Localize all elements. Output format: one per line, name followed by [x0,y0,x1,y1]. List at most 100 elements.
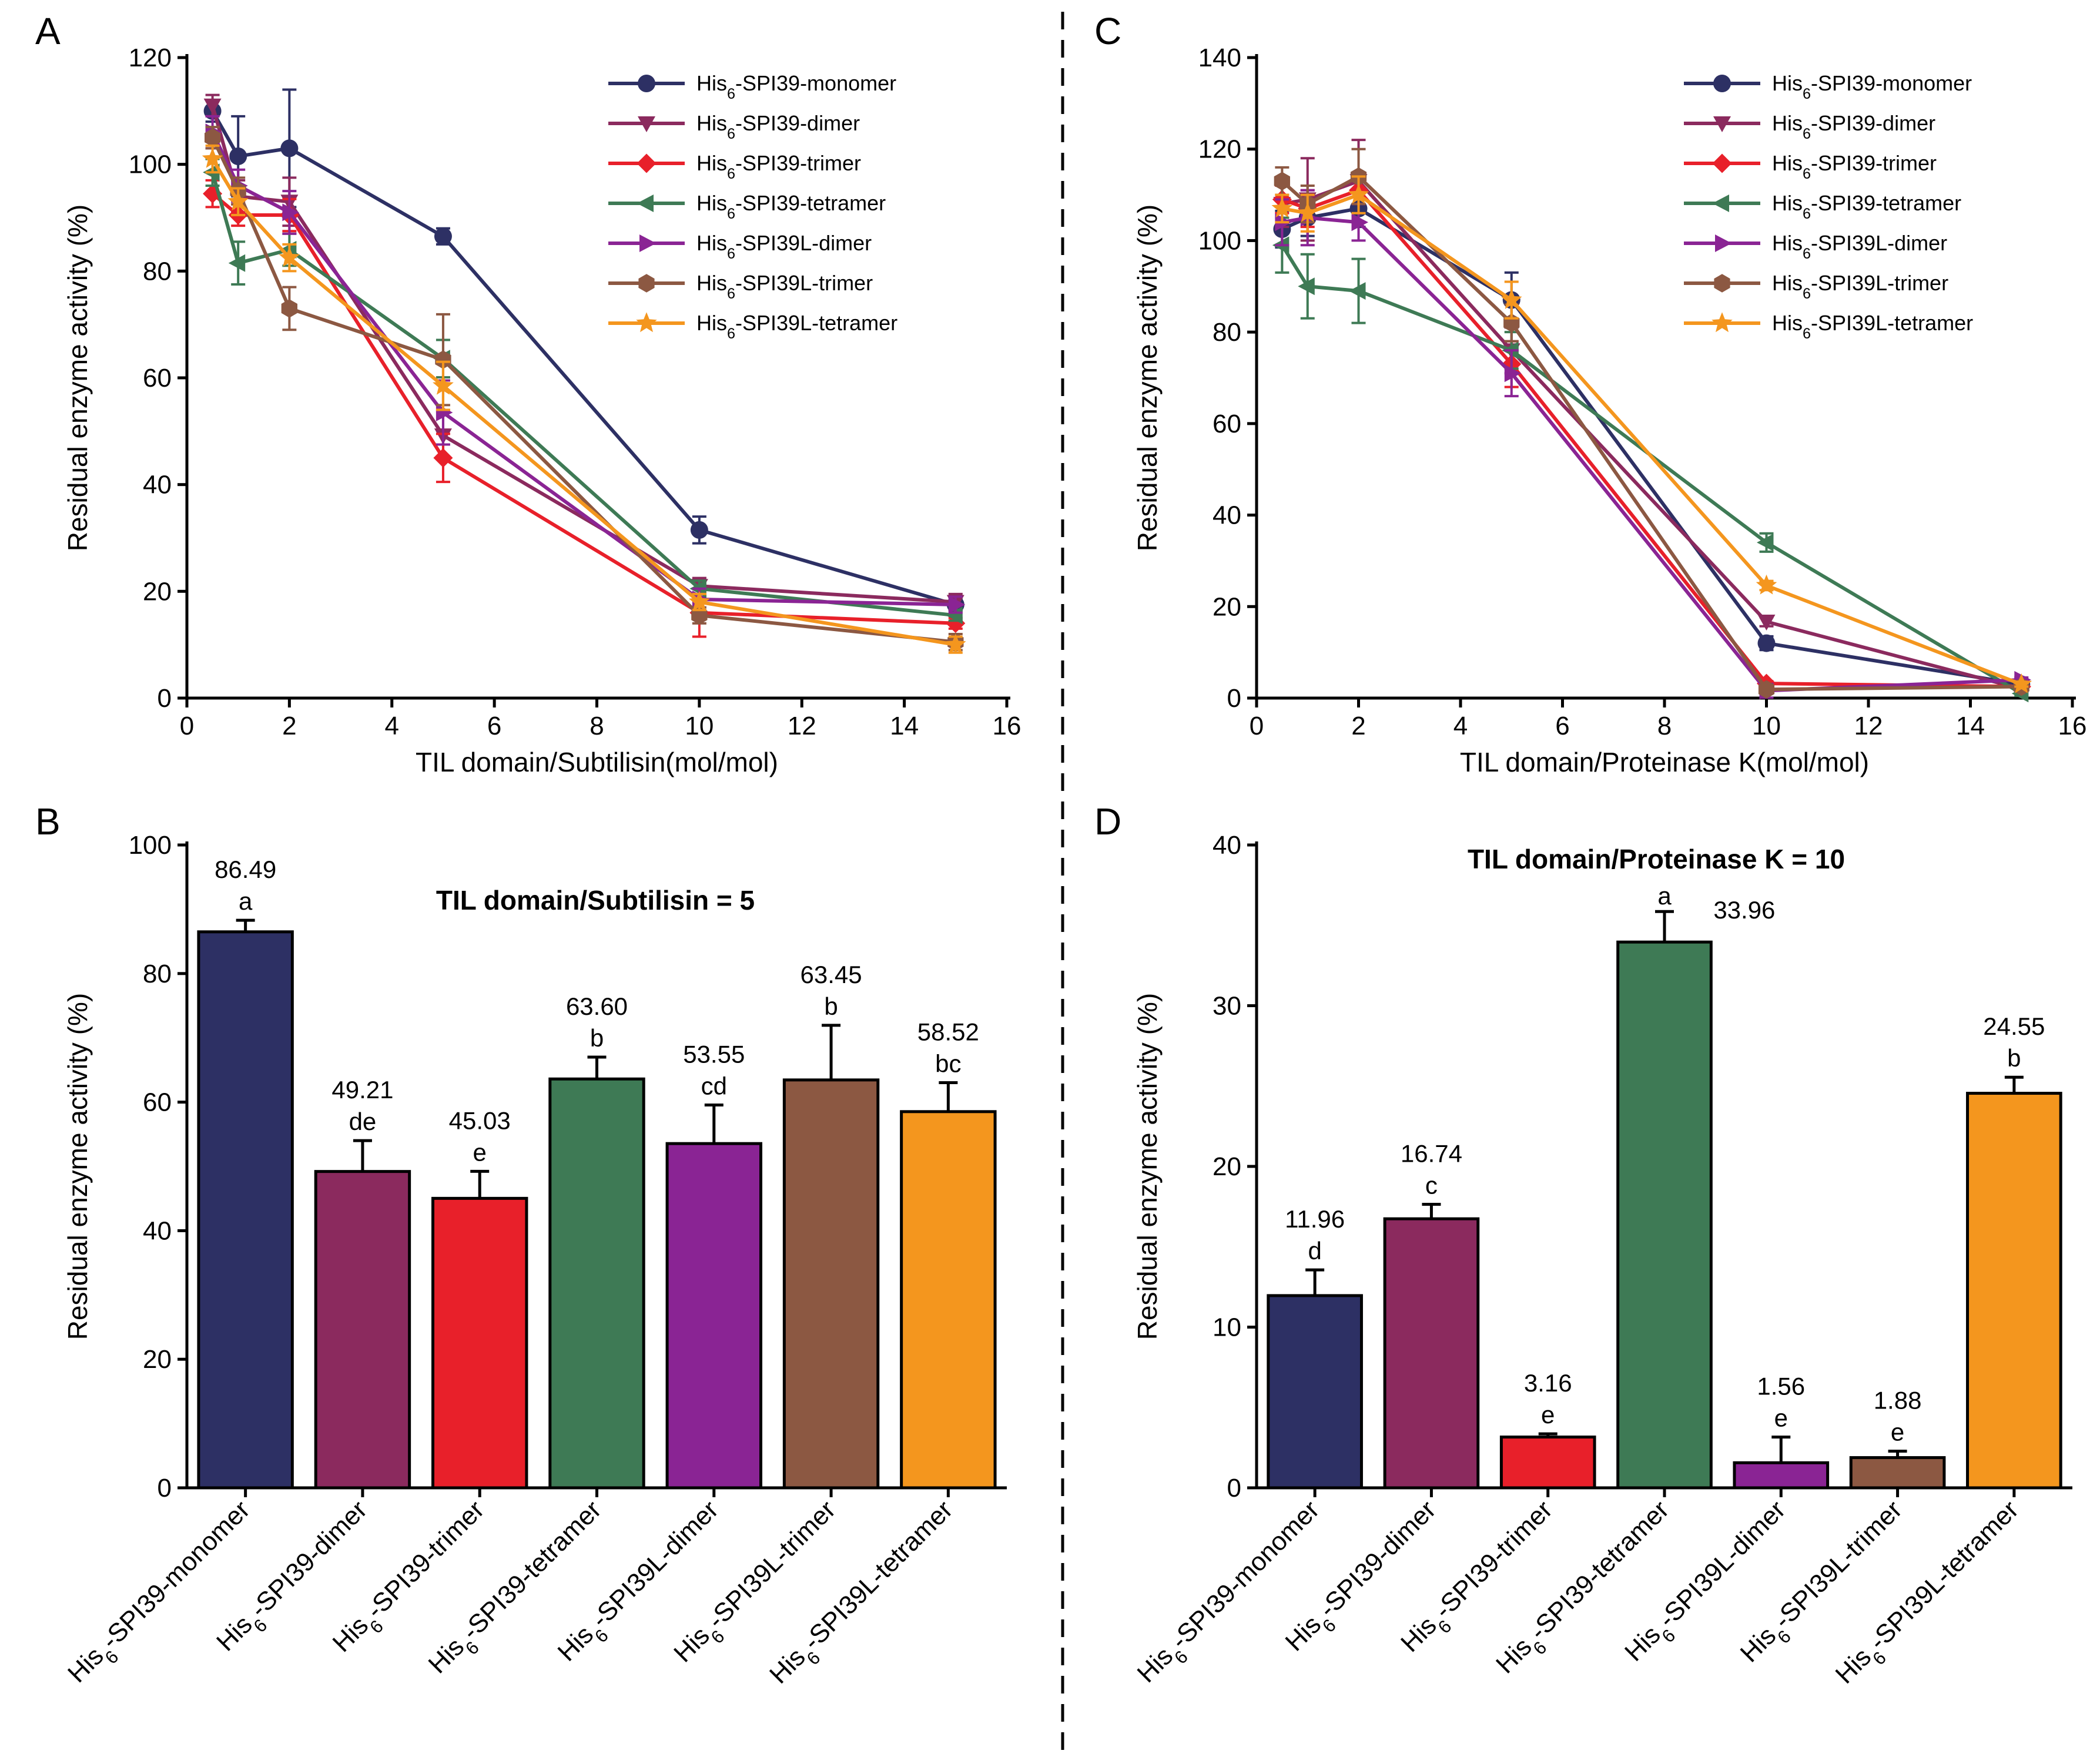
legend-marker [1714,274,1730,293]
legend-marker [1712,153,1732,173]
x-tick-label: 16 [2058,712,2087,740]
y-tick-label: 40 [1213,501,1241,530]
y-tick-label: 0 [1227,1474,1241,1503]
y-tick-label: 40 [143,1216,172,1245]
y-tick-label: 60 [143,364,172,393]
data-point [690,521,708,539]
data-point [228,254,246,272]
chart-title: TIL domain/Proteinase K = 10 [1468,844,1845,874]
bar [1849,1456,1946,1490]
y-tick-label: 20 [143,577,172,606]
series-label: His6-SPI39L-dimer [696,231,872,262]
bar [900,1110,997,1490]
data-point [1349,282,1366,300]
x-tick-label: 10 [1752,712,1781,740]
bar [1267,1294,1363,1490]
legend-marker [638,116,655,132]
legend-marker [1712,194,1729,212]
value-label: 1.88 [1874,1387,1922,1414]
y-tick-label: 80 [143,257,172,286]
series-line [1281,193,2022,686]
legend-marker [636,312,657,333]
data-point [433,448,453,468]
significance-letter: b [590,1024,604,1052]
bar [1499,1436,1596,1490]
x-tick-label: 16 [993,712,1021,740]
series-label: His6-SPI39-trimer [696,151,861,182]
significance-letter: b [2007,1044,2021,1072]
y-tick-label: 80 [1213,318,1241,347]
legend-marker [1712,312,1733,333]
data-point [435,350,451,369]
value-label: 53.55 [683,1041,745,1068]
x-tick-label: 12 [1854,712,1883,740]
x-tick-label: 14 [890,712,919,740]
significance-letter: a [239,887,253,915]
series-line [210,172,956,618]
data-point [1348,183,1369,204]
bar [1383,1217,1480,1490]
data-point [1756,574,1777,595]
series-label: His6-SPI39L-tetramer [1772,311,1973,342]
series-label: His6-SPI39-monomer [696,71,896,102]
series-label: His6-SPI39L-trimer [1772,271,1948,302]
x-tick-label: 4 [385,712,399,740]
y-tick-label: 40 [1213,831,1241,860]
data-point [689,591,710,611]
significance-letter: c [1425,1172,1438,1199]
legend: His6-SPI39-monomer His6-SPI39-dimer His6-S… [608,71,897,342]
significance-letter: e [1774,1404,1788,1432]
data-point [945,633,966,654]
x-tick-label: 8 [590,712,604,740]
chart-title: TIL domain/Subtilisin = 5 [436,885,755,915]
bar [431,1196,528,1490]
data-point [1504,364,1522,383]
value-label: 45.03 [449,1106,511,1134]
panel-label-c: C [1094,10,1121,52]
series-label: His6-SPI39L-tetramer [696,311,897,342]
bar [1966,1092,2062,1490]
y-tick-label: 120 [1198,135,1241,164]
x-tick-label: 0 [1250,712,1264,740]
bar [314,1170,411,1490]
series-line [1280,244,2022,695]
data-point [1757,534,1774,552]
y-axis-label: Residual enzyme activity (%) [62,993,93,1340]
x-tick-label: 0 [180,712,194,740]
value-label: 63.45 [801,961,862,988]
legend-marker [637,153,657,173]
y-tick-label: 0 [158,684,172,713]
legend: His6-SPI39-monomer His6-SPI39-dimer His6-S… [1684,71,1973,342]
data-point [1757,634,1776,652]
y-tick-label: 120 [129,43,172,72]
value-label: 58.52 [917,1018,979,1046]
value-label: 63.60 [566,992,628,1020]
bar [782,1078,880,1490]
legend-marker [638,75,655,92]
bar [197,930,294,1490]
bar [665,1142,762,1490]
value-label: 16.74 [1401,1140,1462,1168]
x-tick-label: 10 [685,712,714,740]
y-tick-label: 30 [1213,992,1241,1021]
y-tick-label: 20 [1213,1152,1241,1181]
data-point [1351,213,1368,232]
data-point [1501,289,1522,309]
series-label: His6-SPI39-monomer [1132,1495,1331,1694]
series-label: His6-SPI39-monomer [1772,71,1972,102]
significance-letter: e [473,1138,487,1166]
y-tick-label: 140 [1198,43,1241,72]
value-label: 49.21 [331,1076,393,1104]
data-point [281,299,297,318]
series-label: His6-SPI39-dimer [696,111,860,142]
y-tick-label: 60 [1213,410,1241,438]
data-point [202,147,223,168]
series-label: His6-SPI39-trimer [1772,151,1937,182]
x-tick-label: 4 [1453,712,1468,740]
y-tick-label: 20 [143,1345,172,1374]
y-tick-label: 100 [129,150,172,179]
data-point [1274,172,1290,190]
series-line [1281,188,2022,689]
significance-letter: de [349,1108,377,1135]
